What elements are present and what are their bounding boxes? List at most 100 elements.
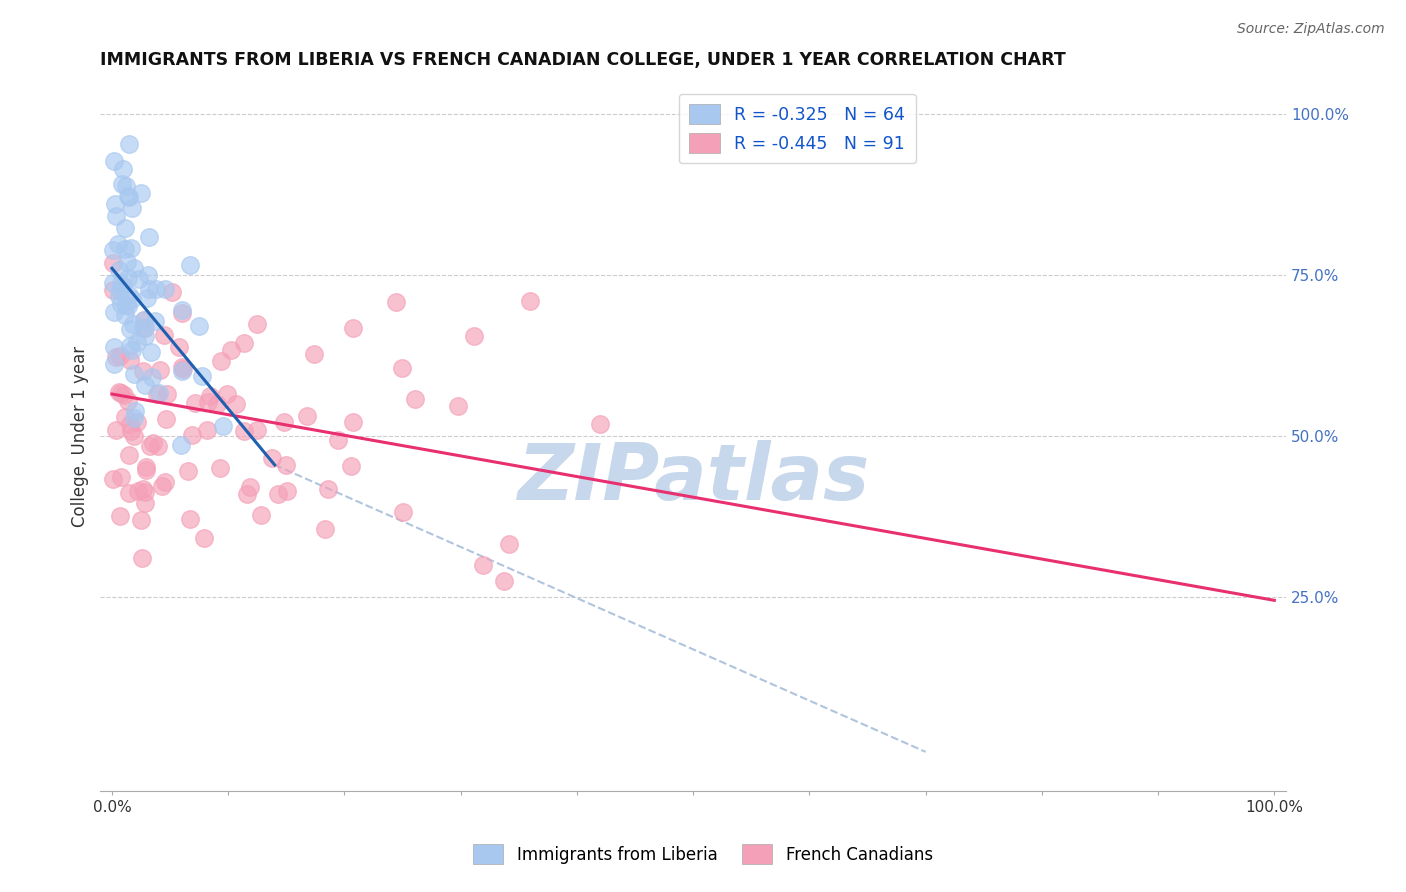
Point bbox=[148, 386, 170, 401]
Point bbox=[121, 292, 143, 306]
Point bbox=[124, 411, 146, 425]
Point bbox=[117, 254, 139, 268]
Point bbox=[114, 242, 136, 256]
Point bbox=[117, 394, 139, 409]
Point bbox=[120, 241, 142, 255]
Point bbox=[122, 317, 145, 331]
Point bbox=[136, 268, 159, 283]
Point bbox=[146, 439, 169, 453]
Point bbox=[153, 475, 176, 490]
Point bbox=[114, 308, 136, 322]
Point bbox=[167, 340, 190, 354]
Point bbox=[111, 177, 134, 191]
Point bbox=[188, 319, 211, 334]
Point bbox=[392, 505, 415, 519]
Point bbox=[115, 297, 138, 311]
Point bbox=[193, 531, 215, 545]
Point bbox=[233, 336, 256, 351]
Point bbox=[150, 479, 173, 493]
Point bbox=[385, 295, 408, 310]
Point bbox=[153, 282, 176, 296]
Point bbox=[170, 303, 193, 318]
Point bbox=[103, 357, 125, 371]
Point bbox=[209, 353, 232, 368]
Point bbox=[156, 387, 179, 401]
Point bbox=[172, 306, 194, 320]
Y-axis label: College, Under 1 year: College, Under 1 year bbox=[72, 345, 89, 526]
Point bbox=[498, 537, 520, 551]
Point bbox=[141, 345, 163, 359]
Point bbox=[318, 482, 340, 496]
Point bbox=[239, 480, 262, 494]
Point bbox=[105, 209, 128, 223]
Point bbox=[110, 386, 132, 401]
Point bbox=[143, 313, 166, 327]
Point bbox=[273, 415, 295, 429]
Point bbox=[127, 484, 149, 499]
Point bbox=[122, 367, 145, 381]
Point bbox=[120, 417, 142, 431]
Point bbox=[172, 362, 194, 376]
Point bbox=[155, 412, 177, 426]
Point bbox=[114, 179, 136, 194]
Point bbox=[135, 463, 157, 477]
Point bbox=[132, 483, 155, 497]
Point bbox=[342, 415, 364, 429]
Point bbox=[114, 410, 136, 425]
Point bbox=[114, 220, 136, 235]
Point bbox=[101, 244, 124, 258]
Point bbox=[117, 188, 139, 202]
Point bbox=[233, 424, 256, 438]
Point bbox=[260, 451, 283, 466]
Point bbox=[120, 424, 142, 438]
Point bbox=[101, 256, 124, 270]
Point bbox=[138, 229, 160, 244]
Point bbox=[177, 464, 200, 478]
Point bbox=[152, 328, 174, 343]
Point bbox=[104, 350, 127, 364]
Point bbox=[134, 320, 156, 334]
Point bbox=[118, 352, 141, 367]
Point bbox=[217, 387, 239, 401]
Point bbox=[274, 458, 297, 473]
Point bbox=[145, 387, 167, 401]
Point bbox=[118, 448, 141, 462]
Point bbox=[249, 508, 271, 522]
Point bbox=[162, 285, 184, 300]
Point bbox=[108, 283, 131, 297]
Point bbox=[124, 404, 146, 418]
Point bbox=[131, 550, 153, 565]
Point bbox=[134, 496, 156, 510]
Point bbox=[111, 161, 134, 176]
Point bbox=[135, 459, 157, 474]
Point bbox=[121, 202, 143, 216]
Point bbox=[172, 359, 194, 374]
Point bbox=[267, 487, 290, 501]
Point bbox=[132, 364, 155, 378]
Point bbox=[170, 437, 193, 451]
Point bbox=[340, 459, 363, 474]
Point bbox=[183, 396, 205, 410]
Point bbox=[149, 362, 172, 376]
Point bbox=[588, 417, 610, 431]
Point bbox=[103, 305, 125, 319]
Point bbox=[198, 389, 221, 403]
Point bbox=[117, 270, 139, 285]
Point bbox=[134, 329, 156, 343]
Point bbox=[141, 369, 163, 384]
Point bbox=[120, 321, 142, 335]
Point bbox=[219, 343, 242, 358]
Point bbox=[118, 136, 141, 151]
Legend: Immigrants from Liberia, French Canadians: Immigrants from Liberia, French Canadian… bbox=[467, 838, 939, 871]
Point bbox=[108, 349, 131, 363]
Point bbox=[197, 394, 219, 409]
Point bbox=[117, 299, 139, 313]
Point bbox=[135, 291, 157, 305]
Point bbox=[110, 297, 132, 311]
Point bbox=[134, 378, 156, 392]
Point bbox=[179, 259, 201, 273]
Point bbox=[132, 312, 155, 326]
Point bbox=[235, 487, 257, 501]
Point bbox=[246, 317, 269, 331]
Point bbox=[128, 272, 150, 286]
